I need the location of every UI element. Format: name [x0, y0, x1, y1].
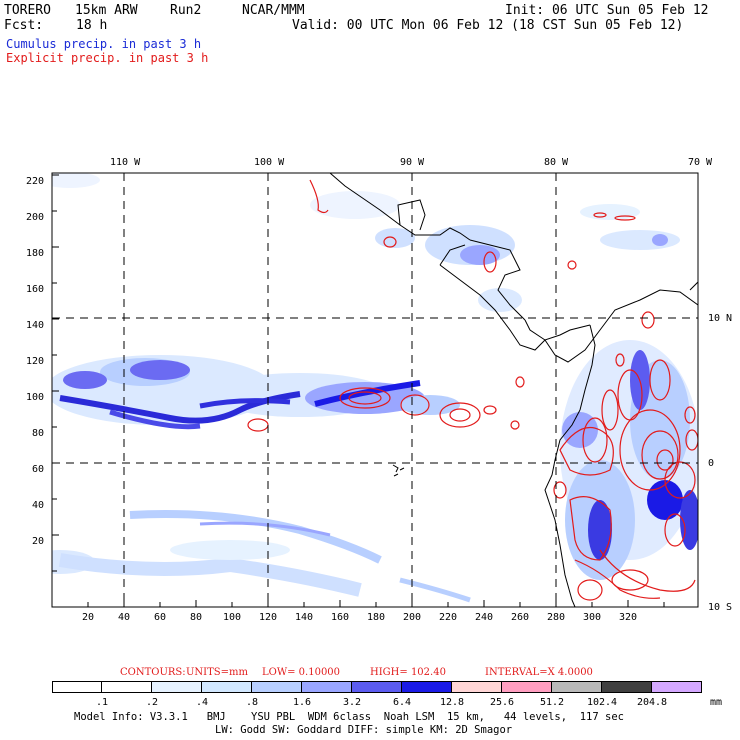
- legend-label: 3.2: [342, 697, 362, 708]
- x-tick: 100: [223, 612, 242, 623]
- legend-label: 204.8: [636, 697, 668, 708]
- legend-label: 12.8: [439, 697, 465, 708]
- contours-interval: INTERVAL=X 4.0000: [485, 667, 593, 678]
- lon-label-80w: 80 W: [544, 157, 569, 168]
- y-tick: 180: [26, 248, 45, 259]
- legend-label: 6.4: [392, 697, 412, 708]
- legend-label: 102.4: [586, 697, 618, 708]
- forecast-hour: 18 h: [76, 18, 108, 33]
- legend-swatch: [302, 681, 352, 693]
- x-tick: 220: [439, 612, 458, 623]
- legend-swatch: [602, 681, 652, 693]
- contours-low: LOW= 0.10000: [262, 667, 341, 678]
- contours-high: HIGH= 102.40: [370, 667, 446, 678]
- contours-units: UNITS=mm: [186, 667, 248, 678]
- legend-label: 1.6: [292, 697, 312, 708]
- legend-swatch: [452, 681, 502, 693]
- lon-label-100w: 100 W: [254, 157, 285, 168]
- x-tick: 320: [619, 612, 638, 623]
- lat-label-10s: 10 S: [708, 602, 733, 613]
- lat-label-10n: 10 N: [708, 313, 733, 324]
- x-tick: 60: [154, 612, 167, 623]
- y-tick: 40: [32, 500, 45, 511]
- legend-swatch: [202, 681, 252, 693]
- y-tick: 60: [32, 464, 45, 475]
- model-org: NCAR/MMM: [242, 3, 305, 18]
- explicit-precip-label: Explicit precip. in past 3 h: [6, 51, 209, 65]
- x-tick: 120: [259, 612, 278, 623]
- legend-swatch: [352, 681, 402, 693]
- legend-swatch: [102, 681, 152, 693]
- model-info-line: Model Info: V3.3.1 BMJ YSU PBL WDM 6clas…: [74, 711, 624, 723]
- legend-swatch: [552, 681, 602, 693]
- map-frame: [51, 172, 699, 608]
- legend-label: .4: [195, 697, 209, 708]
- cumulus-shading: [52, 173, 698, 603]
- legend-label: .2: [145, 697, 159, 708]
- x-tick: 200: [403, 612, 422, 623]
- cumulus-precip-label: Cumulus precip. in past 3 h: [6, 37, 202, 51]
- legend-outline: [52, 681, 702, 693]
- lon-label-110w: 110 W: [110, 157, 141, 168]
- y-tick: 200: [26, 212, 45, 223]
- y-tick: 80: [32, 428, 45, 439]
- physics-info-line: LW: Godd SW: Goddard DIFF: simple KM: 2D…: [215, 724, 513, 736]
- explicit-contours: [247, 179, 698, 601]
- frame-ticks: [52, 174, 665, 607]
- x-tick: 280: [547, 612, 566, 623]
- x-tick: 300: [583, 612, 602, 623]
- model-name: TORERO: [4, 3, 51, 18]
- legend-swatch: [252, 681, 302, 693]
- contours-label: CONTOURS:: [120, 667, 186, 678]
- y-tick: 140: [26, 320, 45, 331]
- x-tick: 20: [82, 612, 95, 623]
- y-tick: 120: [26, 356, 45, 367]
- init-time: Init: 06 UTC Sun 05 Feb 12: [505, 3, 709, 18]
- x-tick: 240: [475, 612, 494, 623]
- x-tick: 80: [190, 612, 203, 623]
- y-tick: 160: [26, 284, 45, 295]
- model-resolution: 15km ARW: [75, 3, 138, 18]
- legend-label: 51.2: [539, 697, 565, 708]
- precip-field: [52, 173, 698, 607]
- graticule: [52, 173, 698, 607]
- legend-units: mm: [710, 697, 723, 708]
- forecast-label: Fcst:: [4, 18, 44, 33]
- lat-label-0: 0: [708, 458, 715, 469]
- x-tick: 260: [511, 612, 530, 623]
- x-tick: 140: [295, 612, 314, 623]
- legend-swatch: [52, 681, 102, 693]
- legend-label: .8: [245, 697, 259, 708]
- coastlines: [329, 173, 698, 607]
- legend-swatch: [502, 681, 552, 693]
- x-tick: 180: [367, 612, 386, 623]
- lon-label-90w: 90 W: [400, 157, 425, 168]
- legend-label: .1: [95, 697, 109, 708]
- y-tick: 100: [26, 392, 45, 403]
- legend-label: 25.6: [489, 697, 515, 708]
- y-tick: 20: [32, 536, 45, 547]
- lon-label-70w: 70 W: [688, 157, 713, 168]
- legend-swatch: [152, 681, 202, 693]
- x-tick: 160: [331, 612, 350, 623]
- model-run: Run2: [170, 3, 202, 18]
- legend-swatch: [402, 681, 452, 693]
- y-tick: 220: [26, 176, 45, 187]
- valid-time: Valid: 00 UTC Mon 06 Feb 12 (18 CST Sun …: [292, 18, 684, 33]
- x-tick: 40: [118, 612, 131, 623]
